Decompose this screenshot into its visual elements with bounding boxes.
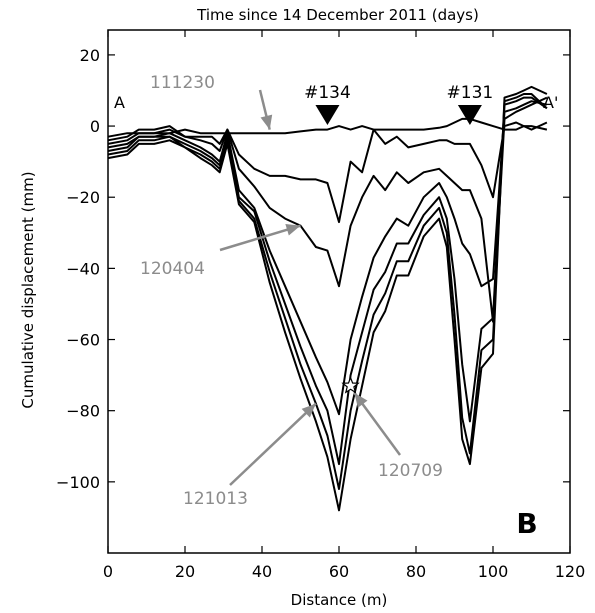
y-axis-label: Cumulative displacement (mm) xyxy=(19,171,37,408)
x-tick-label: 40 xyxy=(252,562,272,581)
station-markers: #134 #131 xyxy=(304,83,494,126)
annotation-arrow-head xyxy=(260,114,273,130)
station-marker-label: #134 xyxy=(304,83,351,103)
x-tick-label: 60 xyxy=(329,562,349,581)
chart-title: Time since 14 December 2011 (days) xyxy=(196,6,479,24)
station-marker-label: #131 xyxy=(447,83,494,103)
series-line-4 xyxy=(107,100,548,416)
x-tick-label: 80 xyxy=(406,562,426,581)
station-marker-triangle xyxy=(457,105,482,126)
y-tick-label: −100 xyxy=(56,473,100,492)
series-line-1 xyxy=(107,117,548,138)
annotation-arrow-head xyxy=(301,403,316,418)
series-line-7 xyxy=(107,85,548,512)
x-axis: 0 20 40 60 80 100 120 xyxy=(103,30,585,581)
y-tick-label: 20 xyxy=(80,46,100,65)
y-tick-label: −40 xyxy=(66,259,100,278)
y-tick-label: −80 xyxy=(66,402,100,421)
date-annotation-label: 120404 xyxy=(140,259,205,279)
plot-frame xyxy=(107,29,571,554)
series-line-3 xyxy=(107,96,548,323)
station-marker-triangle xyxy=(315,105,340,126)
date-annotation-label: 111230 xyxy=(150,73,215,93)
x-tick-label: 100 xyxy=(478,562,509,581)
series-line-5 xyxy=(107,96,548,466)
annotation-arrow-head xyxy=(354,392,368,408)
date-annotation-label: 120709 xyxy=(378,461,443,481)
y-tick-label: −60 xyxy=(66,331,100,350)
x-tick-label: 20 xyxy=(175,562,195,581)
date-annotations: 111230 120404 121013 120709 xyxy=(140,73,443,509)
annotation-arrow-line xyxy=(229,402,317,486)
series-line-2 xyxy=(107,121,548,224)
y-tick-label: −20 xyxy=(66,188,100,207)
series-line-6 xyxy=(107,93,548,490)
profile-start-label: A xyxy=(114,93,125,112)
series-lines xyxy=(107,85,548,512)
x-tick-label: 0 xyxy=(103,562,113,581)
annotation-arrow-line xyxy=(219,224,301,252)
x-tick-label: 120 xyxy=(555,562,586,581)
y-axis: 20 0 −20 −40 −60 −80 −100 xyxy=(56,46,570,492)
annotation-arrow-head xyxy=(285,223,301,236)
star-marker xyxy=(341,376,360,394)
x-axis-label: Distance (m) xyxy=(291,591,388,609)
date-annotation-label: 121013 xyxy=(183,489,248,509)
y-tick-label: 0 xyxy=(90,117,100,136)
profile-end-label: A' xyxy=(543,93,558,112)
panel-label: B xyxy=(516,507,537,540)
